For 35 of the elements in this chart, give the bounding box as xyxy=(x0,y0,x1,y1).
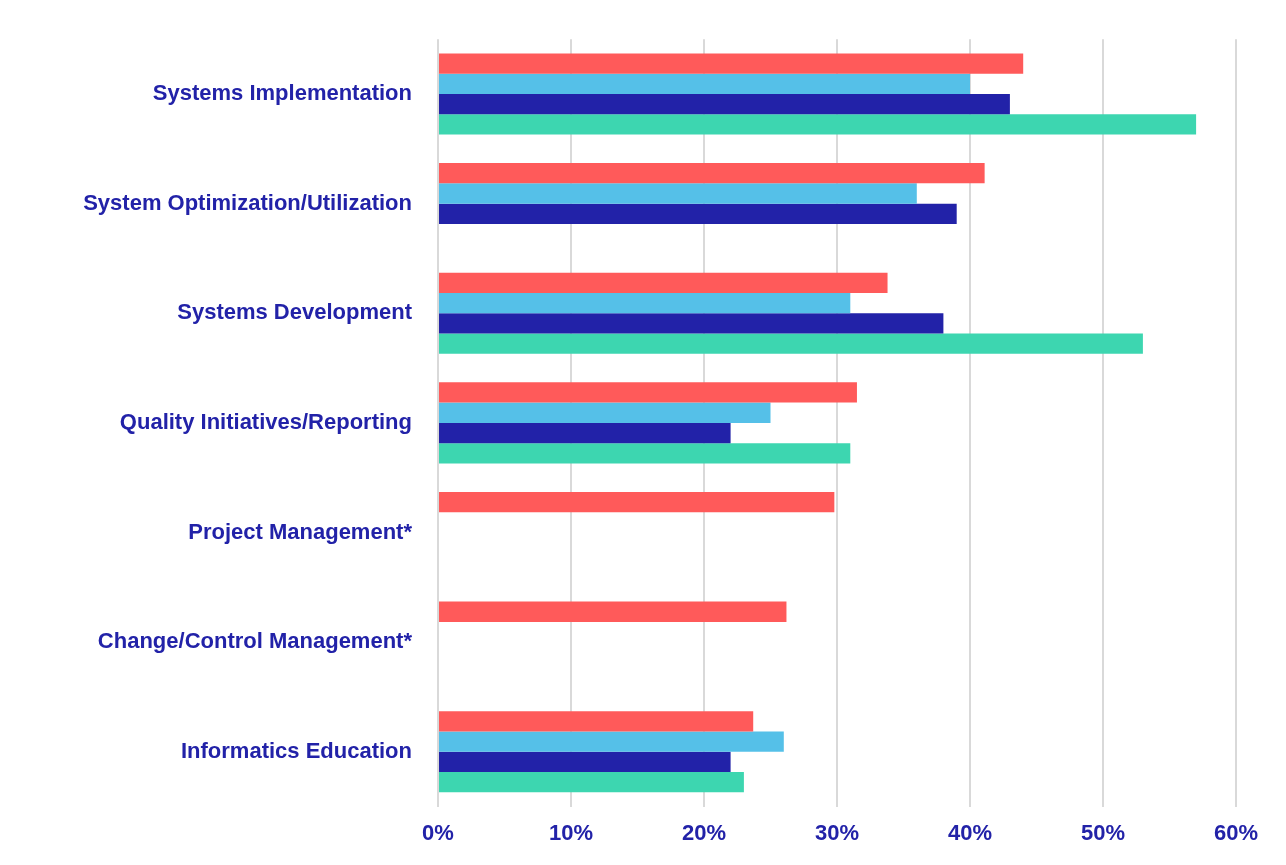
y-tick-label: Informatics Education xyxy=(180,737,412,763)
bar xyxy=(439,772,744,793)
bar xyxy=(439,422,731,444)
x-tick-label: 40% xyxy=(947,819,993,845)
bar xyxy=(439,272,888,293)
bar xyxy=(439,114,1197,135)
bar xyxy=(439,601,787,622)
bar xyxy=(439,711,754,732)
bar xyxy=(439,751,731,773)
bar xyxy=(439,731,784,752)
y-tick-label: Change/Control Management* xyxy=(97,628,413,654)
y-tick-label: System Optimization/Utilization xyxy=(83,189,412,215)
y-tick-label: Project Management* xyxy=(188,518,413,544)
x-tick-label: 60% xyxy=(1213,819,1259,845)
bar xyxy=(439,313,944,334)
bar xyxy=(439,94,1010,115)
bar xyxy=(439,183,917,204)
bar xyxy=(439,53,1024,74)
y-tick-label: Systems Implementation xyxy=(152,80,412,106)
bar xyxy=(439,163,985,184)
bar xyxy=(439,382,857,403)
bar xyxy=(439,402,771,423)
bar xyxy=(439,73,970,95)
y-tick-label: Quality Initiatives/Reporting xyxy=(119,408,412,434)
bar xyxy=(439,203,957,224)
bar xyxy=(439,292,851,314)
x-tick-label: 0% xyxy=(422,819,454,845)
x-tick-label: 30% xyxy=(814,819,860,845)
x-tick-label: 20% xyxy=(681,819,727,845)
bar xyxy=(439,333,1143,354)
y-tick-label: Systems Development xyxy=(177,299,413,325)
x-tick-label: 50% xyxy=(1080,819,1126,845)
bar xyxy=(439,443,851,464)
x-tick-label: 10% xyxy=(548,819,594,845)
bar xyxy=(439,491,835,513)
